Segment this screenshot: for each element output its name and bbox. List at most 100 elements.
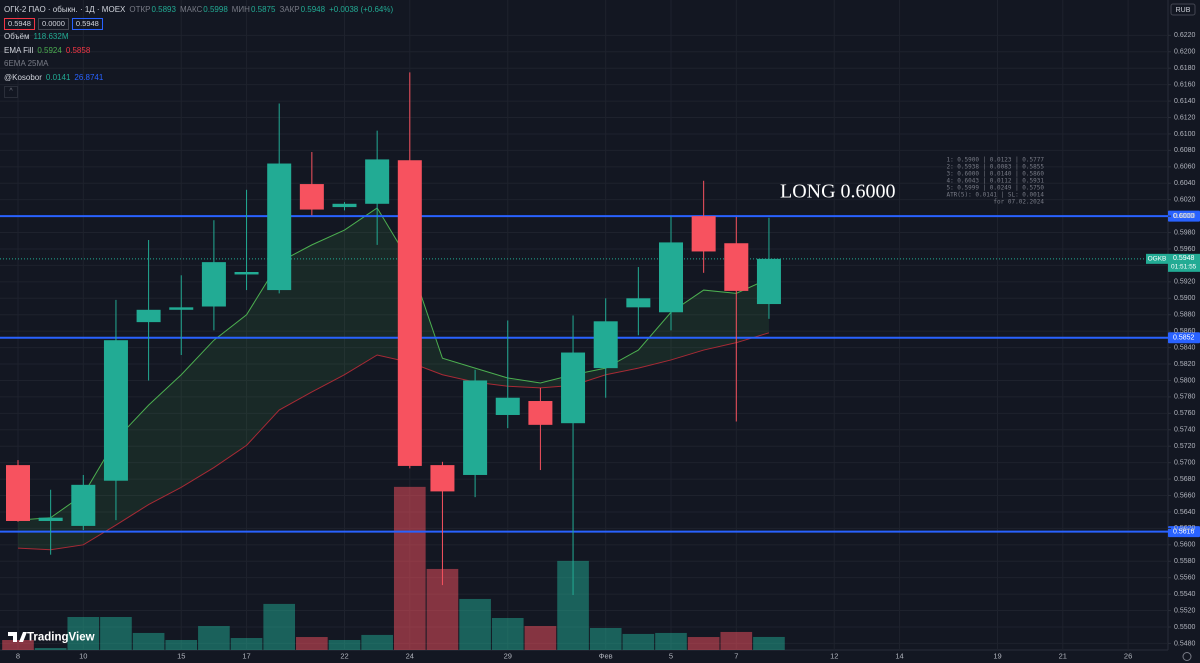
price-button: 0.5948 [71,17,103,30]
volume-bar [655,632,687,650]
indicator-name: EMA Fill [4,45,34,55]
candle-body [38,517,63,521]
volume-bar [524,626,557,650]
y-tick-label: 0.5660 [1174,492,1196,499]
price-button: 0.0000 [37,17,69,30]
candle-body [332,203,357,208]
legend: ОГК-2 ПАО · обыкн. · 1Д · MOEX ОТКР0.5893… [4,3,397,98]
y-tick-label: 0.5780 [1174,394,1196,401]
price-button: 0.5948 [4,17,35,30]
y-tick-label: 0.6000 [1174,213,1196,220]
ohlc-value: 0.5893 [151,5,176,14]
info-row: 4: 0.6043 | 0.0112 | 0.5931 [946,178,1044,185]
y-tick-label: 0.5600 [1174,542,1196,549]
x-tick-label: 24 [406,651,414,660]
last-price-box [1168,253,1200,272]
y-tick-label: 0.5620 [1174,525,1196,532]
y-tick-label: 0.6180 [1174,65,1196,72]
indicator-name: @Kosobor [4,72,42,82]
volume-pane [2,486,785,650]
info-row: 2: 0.5938 | 0.0083 | 0.5855 [946,164,1044,171]
y-tick-label: 0.5760 [1174,410,1196,417]
y-tick-label: 0.5920 [1174,279,1196,286]
level-label: 0.6000 [1173,213,1195,220]
candle-body [397,160,422,466]
candle-body [71,484,96,526]
y-tick-label: 0.6120 [1174,114,1196,121]
info-row: for 07.02.2024 [993,199,1044,206]
y-tick-label: 0.5680 [1174,476,1196,483]
level-label-box [1168,210,1200,222]
symbol-row: ОГК-2 ПАО · обыкн. · 1Д · MOEX ОТКР0.5893… [4,3,397,17]
y-tick-label: 0.6140 [1174,98,1196,105]
volume-bar [100,617,132,650]
volume-bar [132,632,165,650]
x-tick-label: 26 [1124,651,1132,660]
settings-button[interactable] [1182,652,1192,661]
countdown: 01:51:55 [1171,264,1197,271]
indicator-name: Объём [4,32,30,41]
annotation: LONG 0.6000 [780,181,896,203]
ohlc-value: 0.5948 [300,5,326,14]
info-row: 1: 0.5900 | 0.0123 | 0.5777 [946,157,1044,164]
candle-body [267,163,292,291]
level-label: 0.5616 [1173,529,1195,536]
currency: RUB [1176,7,1191,14]
volume-bar [361,634,393,650]
y-tick-label: 0.5520 [1174,607,1196,614]
y-tick-label: 0.5800 [1174,377,1196,384]
indicators: Объём 118.632M EMA Fill 0.5924 0.5858 6EMA 25… [4,30,397,84]
y-tick-label: 0.6080 [1174,147,1196,154]
volume-bar [34,648,67,650]
volume-bar [589,628,622,650]
symbol: ОГК-2 ПАО · обыкн. · 1Д · MOEX [4,5,126,14]
y-tick-label: 0.5900 [1174,295,1196,302]
indicator-name: 6EMA 25MA [4,59,49,68]
x-tick-label: 5 [669,651,673,660]
volume-bar [459,598,491,650]
volume-bar [753,636,785,650]
ema-layer [17,207,770,551]
candle-body [659,242,683,313]
indicator-row: EMA Fill 0.5924 0.5858 [4,44,397,58]
y-tick-label: 0.5540 [1174,591,1196,598]
x-tick-label: Фев [599,651,613,660]
ema-fill [18,207,769,550]
y-tick-label: 0.5580 [1174,558,1196,565]
info-row: 3: 0.6000 | 0.0140 | 0.5860 [946,171,1044,178]
x-tick-label: 8 [16,651,20,660]
volume-bar [720,631,753,650]
volume-bar [230,638,263,650]
ema-line [17,332,770,551]
candle-body [430,465,455,492]
candle-body [299,184,324,210]
candle-body [6,465,30,521]
indicator-value: 0.0141 [45,72,71,82]
candle-body [169,307,194,310]
y-tick-label: 0.5640 [1174,509,1196,516]
y-tick-label: 0.5860 [1174,328,1196,335]
horizontal-lines: 0.6000 0.5852 0.5616 LONG 0.6000 [0,181,1200,538]
y-tick-label: 0.5960 [1174,246,1196,253]
y-tick-label: 0.6160 [1174,81,1196,88]
indicator-value: 118.632M [33,32,69,41]
candle-body [365,159,390,204]
y-tick-label: 0.5500 [1174,624,1196,631]
collapse-button[interactable]: ^ [4,86,18,98]
change: +0.0038 (+0.64%) [329,5,394,14]
candle-body [528,401,553,425]
y-tick-label: 0.5980 [1174,229,1196,236]
y-tick-label: 0.6220 [1174,32,1196,39]
candle-body [201,262,226,307]
y-tick-label: 0.5840 [1174,344,1196,351]
volume-bar [198,626,230,650]
indicator-value: 0.5924 [37,45,62,55]
candle-body [593,321,618,369]
y-tick-label: 0.5880 [1174,312,1196,319]
ticker-box [1146,253,1168,264]
candles [6,72,781,595]
candle-body [463,380,488,475]
info-row: 5: 0.5999 | 0.0249 | 0.5750 [946,185,1044,192]
volume-bar [393,486,426,650]
